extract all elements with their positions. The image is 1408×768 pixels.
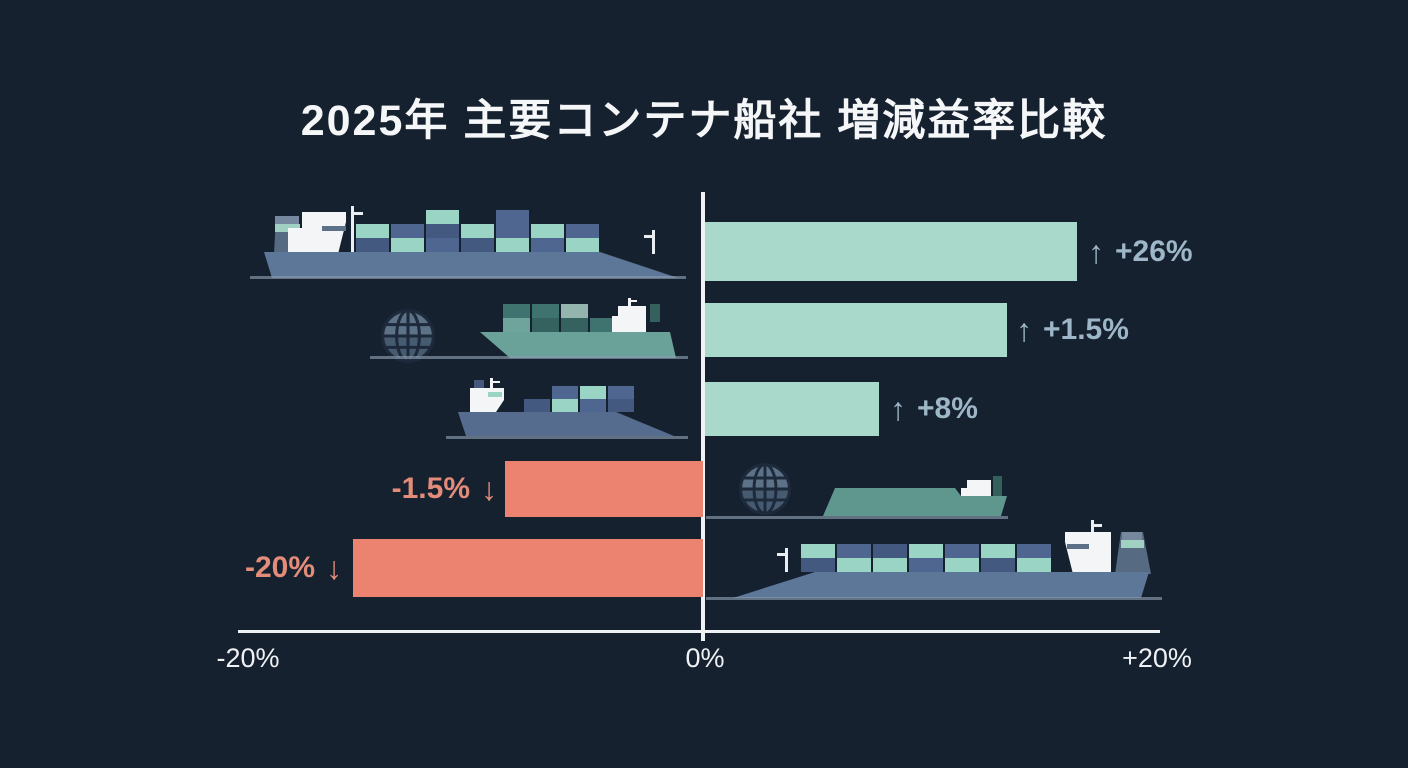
up-arrow-icon: ↑: [1016, 312, 1032, 348]
x-tick-plus-20: +20%: [1122, 643, 1192, 673]
cargo-ship-teal-right-icon: [823, 476, 1007, 516]
value-label-minus20: -20% ↓: [245, 551, 342, 585]
container-ship-large-left-icon: [264, 206, 678, 278]
container-ship-teal-right-icon: [480, 298, 676, 358]
down-arrow-icon: ↓: [481, 471, 497, 507]
bar-negative-1-5: [505, 461, 703, 517]
value-label-plus1-5: ↑ +1.5%: [1016, 313, 1129, 347]
row5-baseline: [706, 597, 1162, 600]
bar-negative-20: [353, 539, 703, 597]
bar-positive-26: [705, 222, 1077, 281]
bar-positive-8: [705, 382, 879, 436]
value-text: +8%: [917, 392, 978, 425]
row1-baseline: [250, 276, 686, 279]
page-title: 2025年 主要コンテナ船社 増減益率比較: [300, 97, 1108, 145]
container-ship-large-right-icon: [733, 520, 1151, 598]
x-tick-minus-20: -20%: [216, 643, 280, 673]
x-axis-line: [238, 630, 1160, 633]
value-label-plus26: ↑ +26%: [1088, 235, 1193, 269]
row3-baseline: [446, 436, 688, 439]
value-text: -20%: [244, 551, 315, 584]
zero-axis-line: [701, 192, 705, 641]
value-label-minus1-5: -1.5% ↓: [392, 472, 497, 506]
row2-baseline: [370, 356, 688, 359]
globe-icon: [739, 463, 791, 515]
row4-baseline: [706, 516, 1008, 519]
value-text: -1.5%: [391, 472, 470, 505]
globe-icon: [381, 309, 435, 363]
value-label-plus8: ↑ +8%: [890, 392, 978, 426]
value-text: +1.5%: [1043, 313, 1129, 346]
value-text: +26%: [1115, 235, 1193, 268]
x-tick-zero: 0%: [685, 643, 725, 673]
up-arrow-icon: ↑: [1088, 234, 1104, 270]
up-arrow-icon: ↑: [890, 391, 906, 427]
bar-positive-1-5: [705, 303, 1007, 357]
down-arrow-icon: ↓: [326, 550, 342, 586]
container-ship-small-left-icon: [458, 378, 674, 436]
